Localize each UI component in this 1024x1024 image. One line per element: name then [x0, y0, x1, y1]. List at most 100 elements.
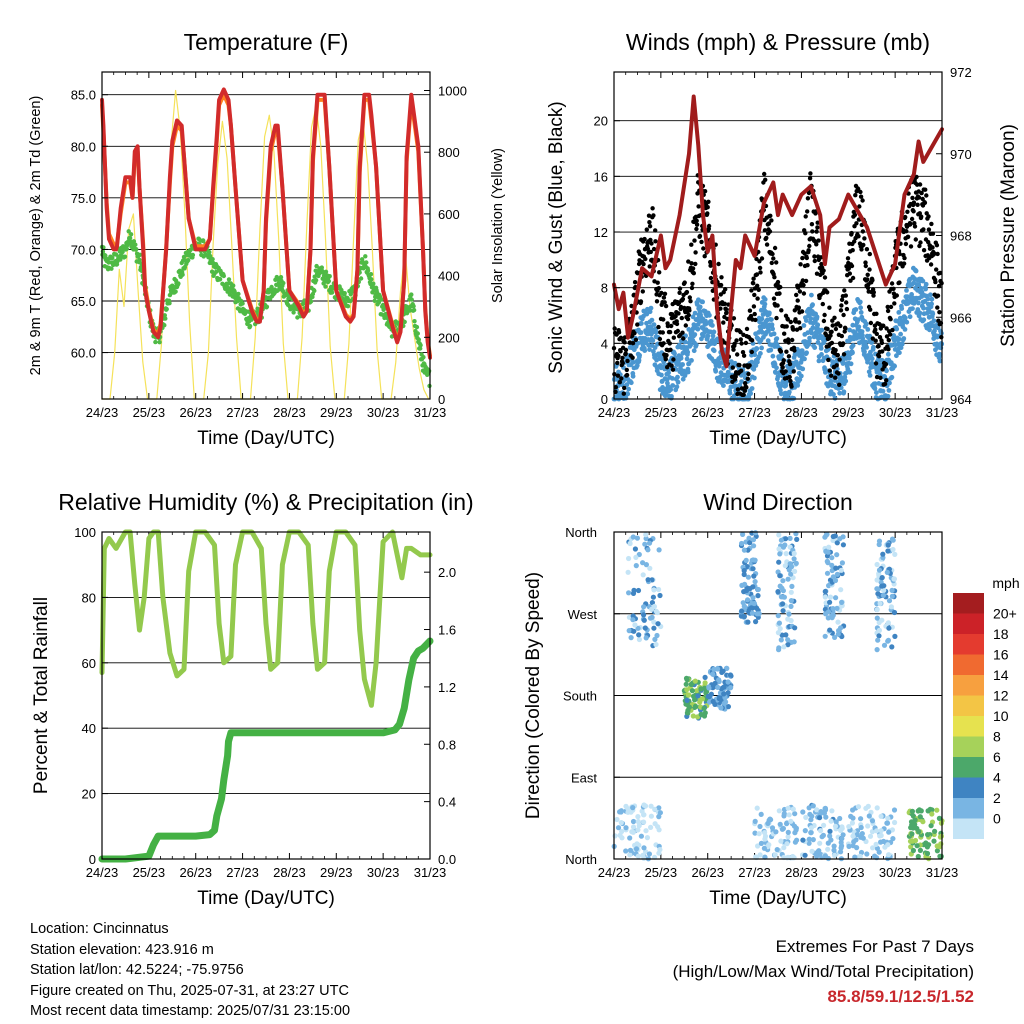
- wind-speed-point: [923, 286, 928, 292]
- wind-y-tick-label: 0: [601, 392, 608, 407]
- wind-direction-point: [750, 595, 756, 601]
- wind-direction-point: [874, 607, 880, 613]
- wind-direction-point: [916, 829, 922, 835]
- wind-gust-point: [928, 262, 934, 267]
- wind-gust-point: [801, 291, 807, 296]
- pressure-y-tick-label: 966: [950, 310, 972, 325]
- wind-gust-point: [620, 360, 625, 366]
- panel2-x-tick-label: 25/23: [645, 405, 678, 420]
- wind-direction-point: [657, 847, 663, 853]
- wind-gust-point: [814, 271, 820, 276]
- wind-gust-point: [874, 311, 879, 316]
- wind-direction-point: [830, 537, 836, 544]
- wind-gust-point: [689, 242, 694, 247]
- wind-speed-point: [685, 369, 691, 375]
- wind-gust-point: [648, 249, 653, 255]
- legend-swatch: [953, 736, 984, 757]
- wind-speed-point: [812, 345, 818, 350]
- wind-direction-point: [912, 817, 918, 823]
- dewpoint-point: [221, 273, 226, 279]
- wind-gust-point: [747, 363, 752, 368]
- wind-gust-point: [859, 247, 864, 252]
- dewpoint-point: [164, 306, 169, 312]
- wind-gust-point: [873, 338, 878, 343]
- wind-gust-point: [667, 329, 673, 335]
- wind-speed-point: [651, 322, 657, 327]
- wind-direction-point: [629, 829, 635, 835]
- wind-direction-point: [889, 536, 896, 542]
- wind-direction-point: [623, 848, 629, 854]
- extremes-subtitle: (High/Low/Max Wind/Total Precipitation): [672, 962, 974, 981]
- wind-direction-point: [878, 813, 884, 819]
- wind-speed-point: [759, 316, 765, 322]
- wind-gust-point: [913, 237, 918, 242]
- dewpoint-point: [416, 337, 421, 342]
- wind-direction-point: [636, 636, 643, 643]
- wind-direction-point: [875, 591, 881, 597]
- wind-gust-point: [738, 329, 743, 335]
- wind-gust-point: [814, 242, 819, 247]
- wind-direction-point: [822, 807, 829, 813]
- wind-gust-point: [856, 234, 861, 239]
- wind-gust-point: [903, 241, 909, 247]
- wind-gust-point: [663, 303, 669, 309]
- wind-gust-point: [619, 376, 624, 381]
- wind-gust-point: [696, 204, 701, 209]
- wind-direction-point: [886, 625, 892, 631]
- wind-direction-point: [758, 840, 765, 847]
- wind-direction-point: [881, 838, 887, 845]
- wind-direction-point: [889, 593, 895, 599]
- wind-direction-point: [821, 822, 827, 828]
- wind-direction-point: [828, 818, 834, 824]
- wind-gust-point: [684, 289, 690, 295]
- wind-gust-point: [800, 278, 805, 283]
- legend-label: 12: [993, 688, 1009, 704]
- dewpoint-point: [312, 288, 317, 293]
- wind-direction-point: [649, 606, 655, 612]
- dewpoint-point: [207, 250, 212, 255]
- legend-swatch: [953, 634, 984, 655]
- wind-direction-point: [912, 837, 919, 844]
- wind-gust-point: [923, 187, 928, 192]
- wind-direction-point: [715, 666, 721, 672]
- wind-direction-point: [635, 814, 641, 820]
- wind-gust-point: [862, 236, 867, 241]
- wind-speed-point: [668, 387, 674, 392]
- wind-gust-point: [926, 227, 932, 232]
- wind-direction-point: [776, 808, 782, 814]
- dewpoint-point: [137, 257, 142, 263]
- wind-gust-point: [865, 285, 871, 290]
- wind-gust-point: [870, 278, 875, 283]
- wind-direction-point: [824, 531, 830, 537]
- wind-speed-point: [832, 395, 838, 401]
- wind-gust-point: [729, 374, 735, 379]
- dewpoint-point: [226, 277, 232, 282]
- wind-direction-point: [817, 815, 823, 821]
- wind-gust-point: [818, 255, 824, 260]
- wind-gust-point: [686, 259, 691, 264]
- panel4-x-tick-label: 26/23: [691, 865, 724, 880]
- wind-direction-point: [846, 824, 852, 830]
- wind-speed-point: [650, 338, 656, 343]
- wind-gust-point: [697, 233, 703, 239]
- wind-gust-point: [778, 349, 784, 354]
- wind-direction-point: [832, 577, 839, 584]
- legend-swatch: [953, 593, 984, 614]
- wind-direction-point: [644, 835, 651, 841]
- wind-gust-point: [648, 237, 653, 243]
- wind-direction-point: [684, 697, 690, 704]
- wind-gust-point: [933, 279, 938, 285]
- wind-direction-point: [880, 592, 887, 599]
- legend-label: 14: [993, 667, 1009, 683]
- wind-direction-point: [788, 818, 794, 824]
- panel1-x-tick-label: 29/23: [320, 405, 353, 420]
- wind-direction-point: [827, 828, 833, 835]
- wind-direction-point: [786, 812, 792, 818]
- wind-gust-point: [680, 330, 685, 335]
- wind-direction-point: [881, 583, 887, 589]
- wind-gust-point: [849, 263, 855, 269]
- wind-speed-point: [866, 369, 872, 375]
- wind-gust-point: [731, 316, 737, 321]
- wind-direction-point: [777, 551, 783, 557]
- wind-gust-point: [803, 278, 809, 284]
